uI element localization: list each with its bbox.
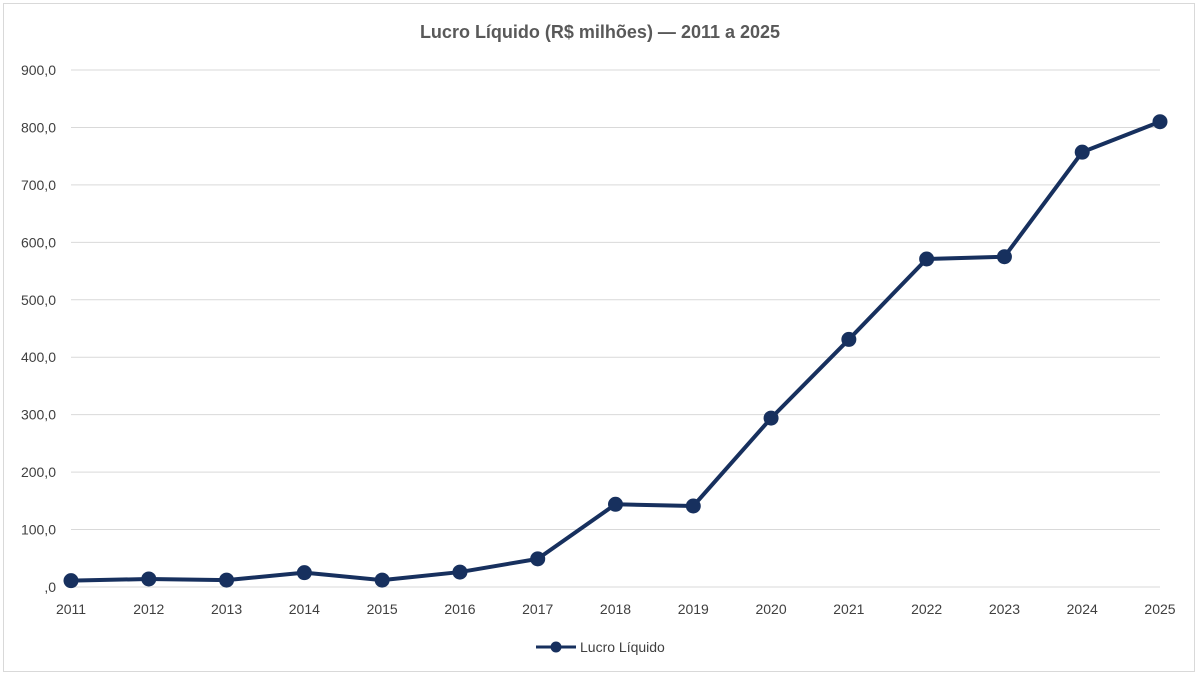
data-point [296, 565, 312, 581]
y-tick-label: 400,0 [21, 349, 56, 365]
legend-dot-marker [550, 641, 562, 653]
chart-title: Lucro Líquido (R$ milhões) — 2011 a 2025 [420, 22, 780, 42]
data-point [141, 571, 157, 587]
x-tick-label: 2014 [289, 601, 320, 617]
x-axis-ticks: 2011 2012 2013 2014 2015 2016 2017 2018 2019 2020… [56, 601, 1176, 617]
x-tick-label: 2020 [755, 601, 786, 617]
data-point [919, 251, 935, 267]
gridlines [71, 69, 1160, 588]
data-point [841, 331, 857, 347]
y-tick-label: 300,0 [21, 407, 56, 423]
x-tick-label: 2015 [367, 601, 398, 617]
x-tick-label: 2021 [833, 601, 864, 617]
x-tick-label: 2013 [211, 601, 242, 617]
x-tick-label: 2019 [678, 601, 709, 617]
y-tick-label: 800,0 [21, 119, 56, 135]
legend: Lucro Líquido [536, 639, 665, 655]
y-tick-label: 100,0 [21, 522, 56, 538]
y-tick-label: 700,0 [21, 177, 56, 193]
x-tick-label: 2022 [911, 601, 942, 617]
x-tick-label: 2025 [1144, 601, 1175, 617]
data-point [452, 564, 468, 580]
data-point [374, 572, 390, 588]
y-tick-label: 200,0 [21, 464, 56, 480]
y-tick-label: 900,0 [21, 62, 56, 78]
data-point [530, 551, 546, 567]
series-lucro-liquido [63, 114, 1168, 589]
series-line [69, 119, 1162, 583]
x-tick-label: 2017 [522, 601, 553, 617]
y-tick-label: 600,0 [21, 234, 56, 250]
x-tick-label: 2012 [133, 601, 164, 617]
data-point [996, 249, 1012, 265]
x-tick-label: 2018 [600, 601, 631, 617]
data-point [685, 498, 701, 514]
data-point [1074, 144, 1090, 160]
x-tick-label: 2024 [1067, 601, 1098, 617]
x-tick-label: 2011 [56, 601, 86, 617]
data-point [763, 410, 779, 426]
y-tick-label: ,0 [44, 579, 56, 595]
y-tick-label: 500,0 [21, 292, 56, 308]
y-axis-ticks: ,0 100,0 200,0 300,0 400,0 500,0 600,0 700,0 800… [21, 62, 56, 595]
legend-label: Lucro Líquido [580, 639, 665, 655]
data-point [608, 496, 623, 512]
x-tick-label: 2016 [444, 601, 475, 617]
chart-frame [3, 3, 1195, 672]
data-point [219, 572, 235, 588]
x-tick-label: 2023 [989, 601, 1020, 617]
data-point [63, 573, 79, 589]
data-point [1152, 114, 1168, 130]
